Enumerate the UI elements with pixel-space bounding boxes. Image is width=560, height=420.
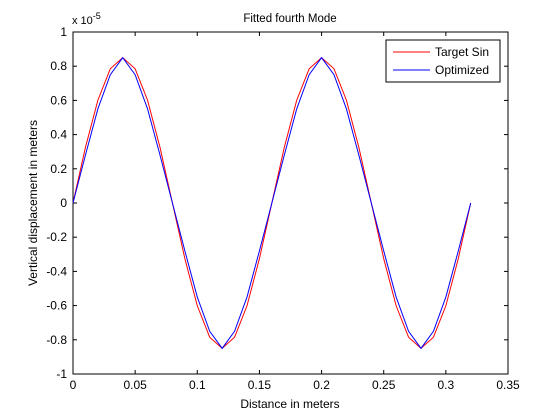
x-tick-label: 0.35 bbox=[496, 378, 520, 392]
axes-box bbox=[72, 31, 509, 375]
y-tick-label: 0.6 bbox=[50, 93, 67, 107]
y-tick-label: -0.4 bbox=[46, 264, 67, 278]
y-axis-label: Vertical displacement in meters bbox=[26, 120, 40, 286]
y-axis-exponent-base: x 10 bbox=[72, 15, 93, 27]
axis-tick-labels: 0 0.05 0.1 0.15 0.2 0.25 0.3 0.35 -1 -0.8 -0.6 -0.4… bbox=[46, 25, 520, 392]
y-tick-label: -0.2 bbox=[46, 230, 67, 244]
x-tick-label: 0.1 bbox=[189, 378, 206, 392]
y-axis-exponent: x 10-5 bbox=[72, 11, 101, 27]
x-axis-label: Distance in meters bbox=[240, 397, 339, 411]
x-tick-label: 0 bbox=[70, 378, 77, 392]
y-tick-label: -0.8 bbox=[46, 333, 67, 347]
series-line-optimized bbox=[72, 56, 472, 350]
y-tick-label: 0.4 bbox=[50, 128, 67, 142]
legend-label-optimized: Optimized bbox=[435, 63, 489, 77]
series-group bbox=[72, 56, 472, 350]
y-axis-exponent-power: -5 bbox=[93, 11, 101, 21]
y-tick-label: 0.2 bbox=[50, 162, 67, 176]
x-tick-label: 0.15 bbox=[248, 378, 272, 392]
x-tick-label: 0.3 bbox=[438, 378, 455, 392]
y-tick-label: 0.8 bbox=[50, 59, 67, 73]
x-tick-label: 0.05 bbox=[123, 378, 147, 392]
legend: Target Sin Optimized bbox=[385, 39, 501, 83]
y-tick-label: -1 bbox=[56, 367, 67, 381]
y-tick-label: 0 bbox=[60, 196, 67, 210]
chart-title: Fitted fourth Mode bbox=[243, 13, 336, 25]
x-tick-label: 0.25 bbox=[372, 378, 396, 392]
y-tick-label: -0.6 bbox=[46, 299, 67, 313]
legend-box bbox=[385, 39, 501, 83]
axis-ticks bbox=[72, 31, 509, 375]
y-tick-label: 1 bbox=[60, 25, 67, 39]
legend-label-target-sin: Target Sin bbox=[435, 45, 489, 59]
x-tick-label: 0.2 bbox=[313, 378, 330, 392]
